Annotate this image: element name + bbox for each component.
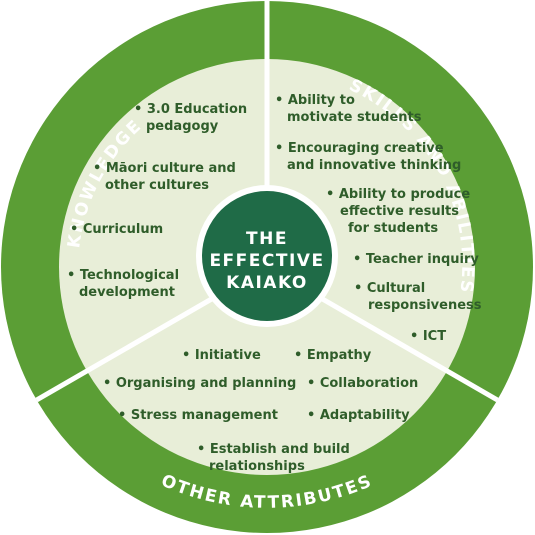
- skills-item-line: motivate students: [287, 110, 422, 125]
- other-item-line: • Establish and build: [197, 442, 350, 457]
- other-item-line: • Collaboration: [307, 376, 418, 391]
- skills-item: • Teacher inquiry: [353, 252, 479, 267]
- skills-item: • Cultural responsiveness: [354, 281, 482, 313]
- skills-item-line: • Teacher inquiry: [353, 252, 479, 267]
- skills-item-line: effective results: [340, 204, 459, 219]
- knowledge-item-line: pedagogy: [146, 119, 219, 134]
- knowledge-item: • Māori culture and other cultures: [93, 161, 236, 193]
- skills-item: • ICT: [410, 329, 446, 344]
- center-title-line1: THE: [246, 229, 288, 249]
- skills-item: • Encouraging creative and innovative thi…: [275, 141, 461, 173]
- other-item-line: • Organising and planning: [103, 376, 296, 391]
- other-item: • Organising and planning: [103, 376, 296, 391]
- skills-item: • Ability to motivate students: [275, 93, 422, 125]
- knowledge-item-line: • Technological: [67, 268, 179, 283]
- center-circle: [202, 191, 332, 321]
- skills-item-line: • Cultural: [354, 281, 425, 296]
- other-item: • Initiative: [182, 348, 261, 363]
- knowledge-item: • Curriculum: [70, 222, 163, 237]
- knowledge-item: • 3.0 Education pedagogy: [134, 102, 247, 134]
- other-item-line: • Initiative: [182, 348, 261, 363]
- section-items: • 3.0 Education pedagogy • Māori culture a…: [67, 93, 482, 474]
- knowledge-item-line: • Curriculum: [70, 222, 163, 237]
- other-item-line: • Adaptability: [307, 408, 410, 423]
- center-title-line2: EFFECTIVE: [209, 251, 324, 271]
- skills-item-line: • ICT: [410, 329, 446, 344]
- skills-item-line: and innovative thinking: [287, 158, 461, 173]
- other-item: • Establish and build relationships: [197, 442, 350, 474]
- center-title-line3: KAIAKO: [226, 273, 308, 293]
- knowledge-item-line: • 3.0 Education: [134, 102, 247, 117]
- knowledge-item-line: other cultures: [105, 178, 209, 193]
- skills-item-line: • Ability to produce: [326, 187, 470, 202]
- skills-item-line: for students: [348, 221, 438, 236]
- skills-item-line: responsiveness: [368, 298, 482, 313]
- other-item: • Stress management: [118, 408, 278, 423]
- other-item-line: • Empathy: [294, 348, 372, 363]
- other-item: • Collaboration: [307, 376, 418, 391]
- knowledge-item-line: development: [79, 285, 175, 300]
- other-item: • Empathy: [294, 348, 372, 363]
- other-item-line: relationships: [209, 459, 305, 474]
- knowledge-item-line: • Māori culture and: [93, 161, 236, 176]
- skills-item-line: • Encouraging creative: [275, 141, 444, 156]
- skills-item: • Ability to produce effective results for…: [326, 187, 470, 236]
- other-item: • Adaptability: [307, 408, 410, 423]
- knowledge-item: • Technological development: [67, 268, 179, 300]
- other-item-line: • Stress management: [118, 408, 278, 423]
- skills-item-line: • Ability to: [275, 93, 355, 108]
